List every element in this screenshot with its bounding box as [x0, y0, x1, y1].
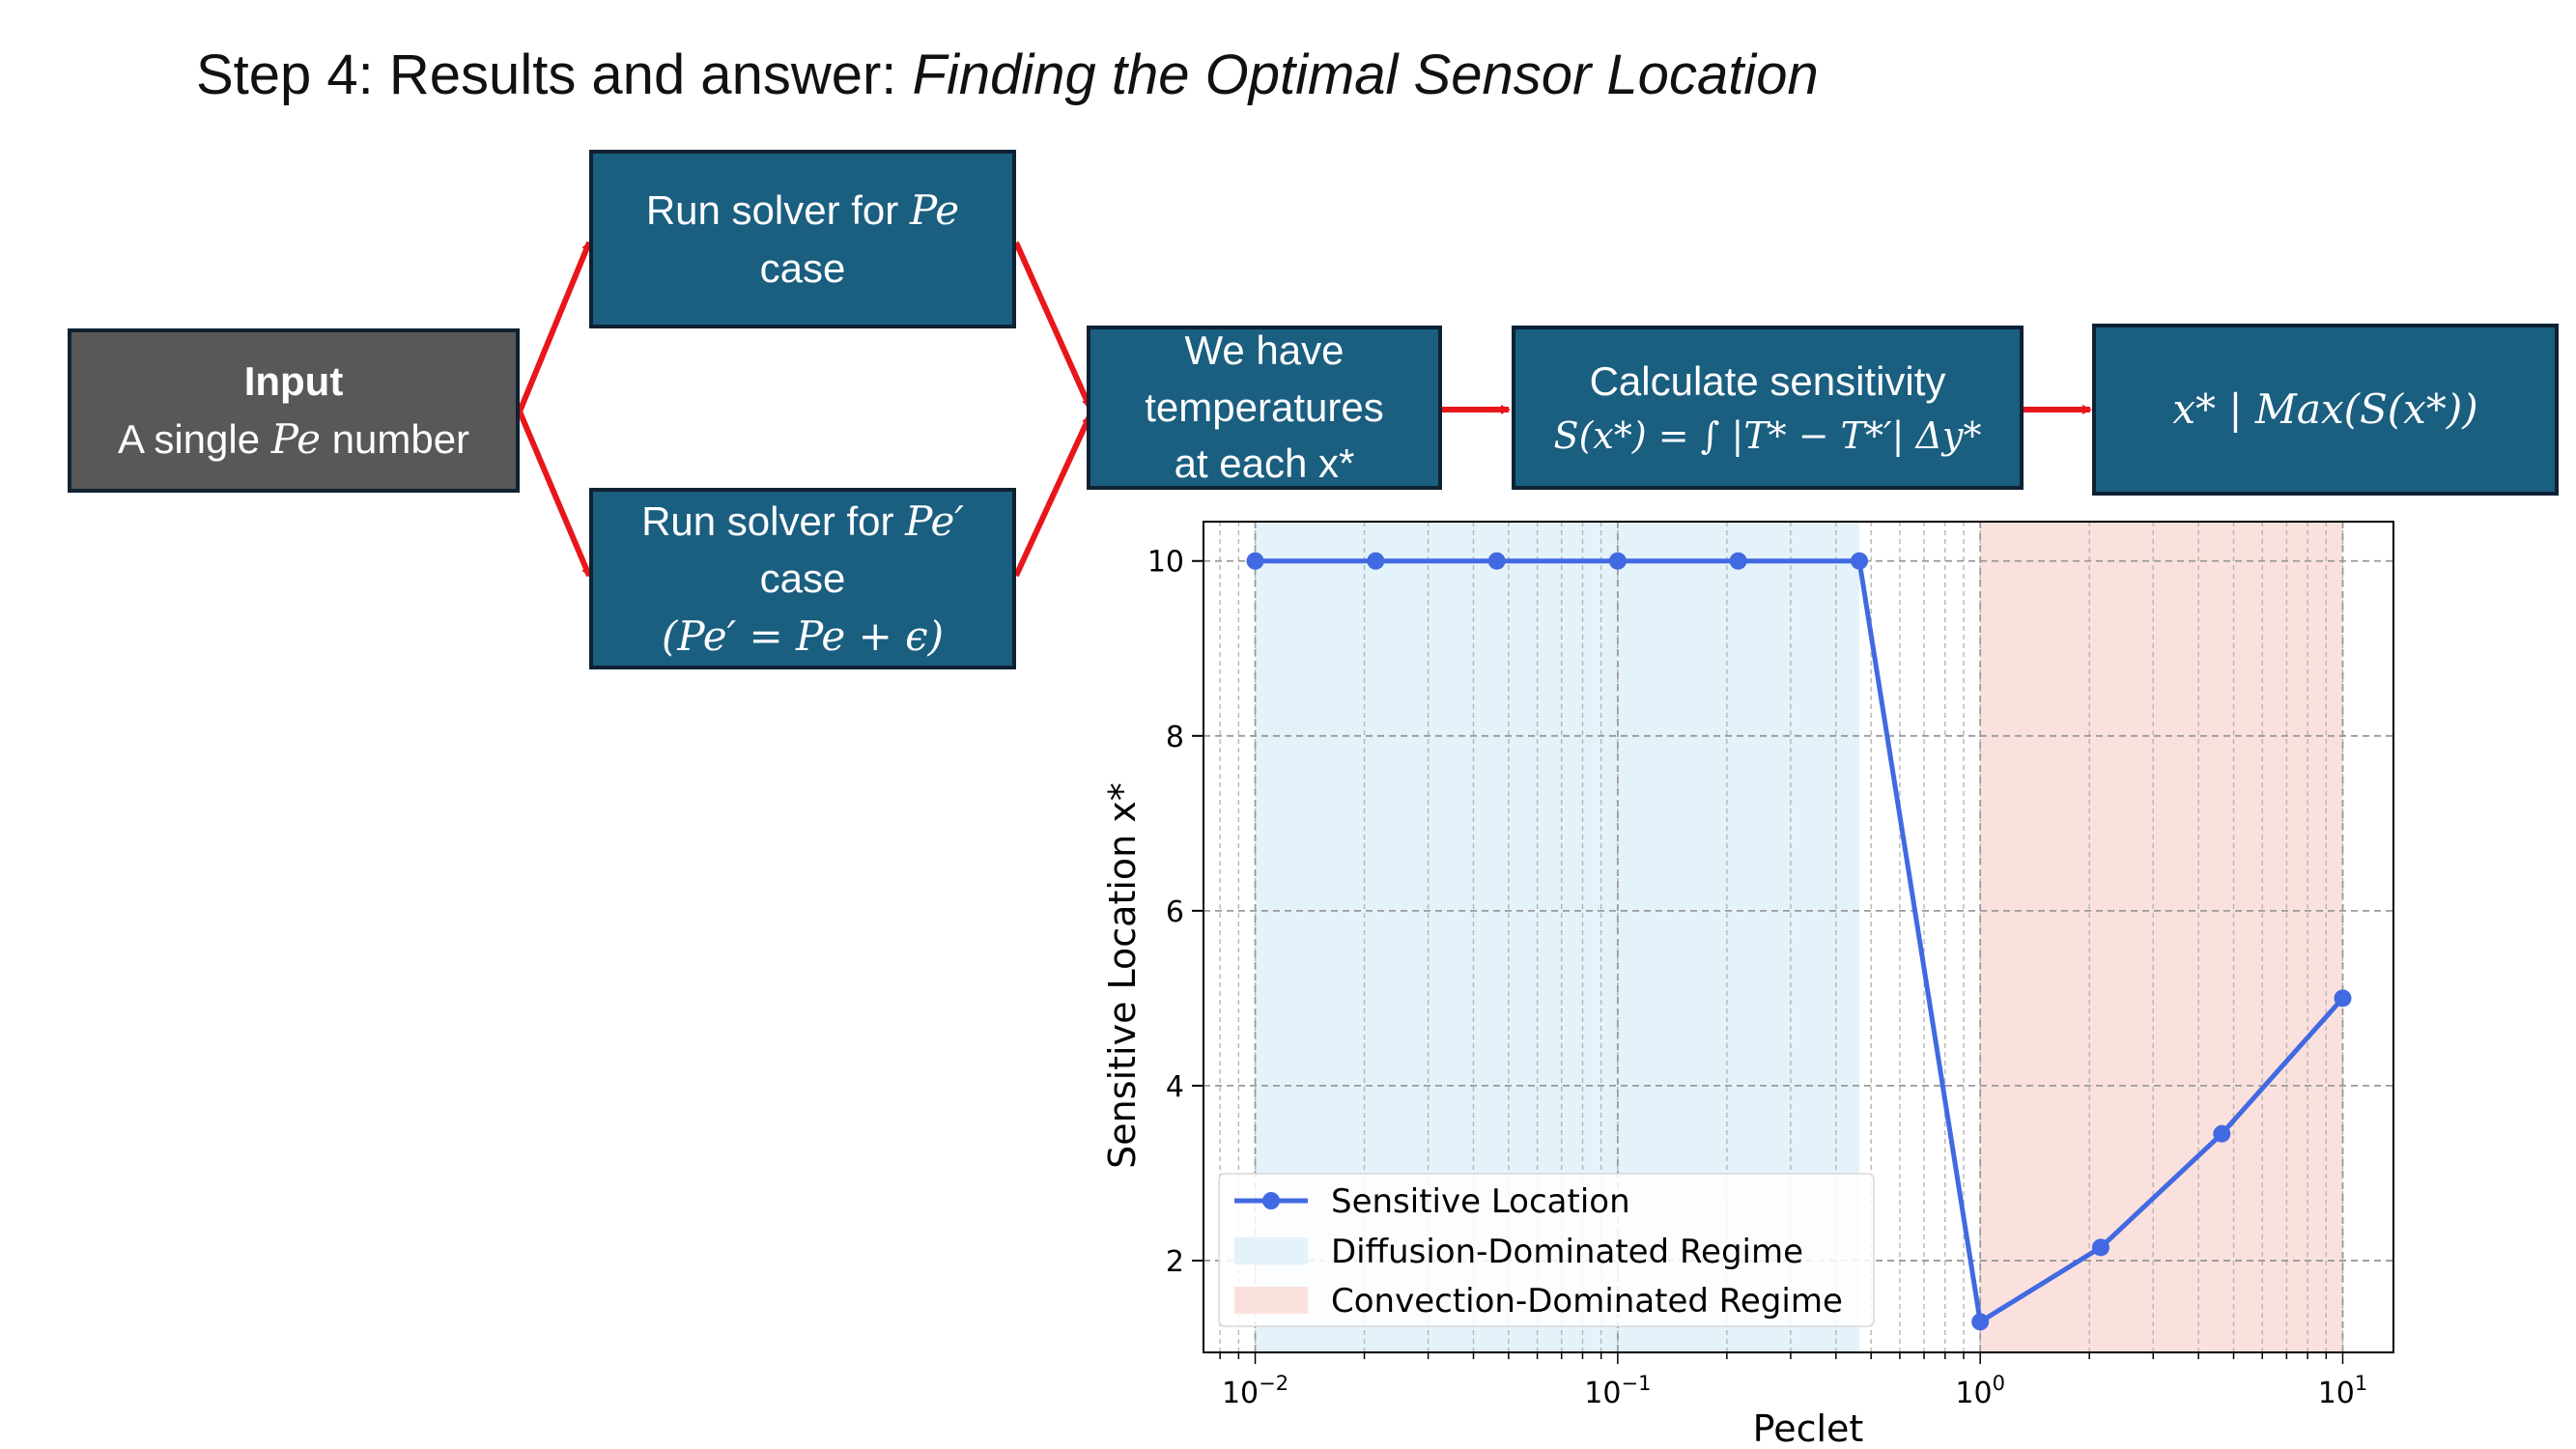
run2-formula: (Pe′ = Pe + ϵ) — [661, 611, 945, 660]
legend-label-diffusion: Diffusion-Dominated Regime — [1331, 1233, 1803, 1271]
y-tick-label: 6 — [1166, 895, 1184, 929]
temperatures-box: We have temperatures at each x* — [1087, 326, 1442, 490]
arrow-run1-to-temps — [1013, 241, 1092, 409]
y-tick-label: 4 — [1166, 1070, 1184, 1104]
title-prefix: Step 4: Results and answer: — [196, 43, 913, 106]
max-formula: x* | Max(S(x*)) — [2172, 385, 2478, 434]
legend-swatch-diffusion — [1234, 1237, 1308, 1264]
run2-math: Pe′ — [905, 497, 964, 545]
run2-case: case — [759, 555, 846, 602]
y-tick-label: 10 — [1147, 546, 1184, 580]
legend-swatch-convection — [1234, 1287, 1308, 1314]
data-point — [2213, 1124, 2231, 1143]
input-text-pre: A single — [117, 416, 271, 462]
arrow-input-to-run2 — [517, 410, 592, 578]
y-tick-label: 8 — [1166, 721, 1184, 754]
temps-line1: We have — [1184, 327, 1345, 373]
data-point — [2334, 989, 2352, 1008]
regime-band-2 — [1980, 522, 2343, 1352]
data-point — [1851, 552, 1869, 570]
run-solver-pe-box: Run solver for Pe case — [589, 150, 1016, 328]
run1-case: case — [759, 244, 846, 291]
plot-frame — [1203, 521, 2394, 1353]
data-point — [1246, 552, 1264, 570]
x-tick-label: 101 — [2318, 1372, 2368, 1410]
title-italic: Finding the Optimal Sensor Location — [912, 43, 1819, 106]
temps-line3: at each x* — [1174, 440, 1355, 487]
x-tick-label: 10−2 — [1222, 1372, 1288, 1410]
legend-label-sensitive-location: Sensitive Location — [1331, 1182, 1630, 1221]
input-box: Input A single Pe number — [68, 328, 520, 493]
data-point — [2091, 1238, 2109, 1257]
input-text-post: number — [320, 416, 470, 462]
data-point — [1367, 552, 1385, 570]
legend-label-convection: Convection-Dominated Regime — [1331, 1282, 1843, 1321]
run-solver-pe-prime-box: Run solver for Pe′ case (Pe′ = Pe + ϵ) — [589, 488, 1016, 669]
data-point — [1971, 1313, 1990, 1331]
sens-formula: S(x*) = ∫ |T* − T*′| Δy* — [1553, 413, 1982, 457]
series-line-sensitive-location — [1255, 558, 2345, 1324]
y-axis-label: Sensitive Location x* — [1101, 782, 1144, 1169]
y-tick-label: 2 — [1166, 1245, 1184, 1279]
input-math: Pe — [270, 415, 321, 463]
input-heading: Input — [243, 358, 344, 405]
arrow-run2-to-temps — [1013, 414, 1092, 578]
data-point — [1729, 552, 1747, 570]
legend-box — [1218, 1173, 1875, 1327]
data-point — [1608, 552, 1627, 570]
run1-label: Run solver for — [645, 186, 910, 233]
x-axis-label: Peclet — [1753, 1407, 1864, 1449]
sensitivity-box: Calculate sensitivity S(x*) = ∫ |T* − T*… — [1512, 326, 2024, 490]
sens-line1: Calculate sensitivity — [1589, 358, 1946, 405]
x-tick-label: 100 — [1955, 1372, 2005, 1410]
run1-math: Pe — [909, 185, 960, 234]
legend-swatch-marker — [1262, 1192, 1280, 1209]
arrow-input-to-run1 — [517, 241, 592, 413]
run2-label: Run solver for — [641, 497, 906, 544]
max-sensitivity-box: x* | Max(S(x*)) — [2092, 324, 2559, 496]
x-tick-label: 10−1 — [1584, 1372, 1651, 1410]
slide-title: Step 4: Results and answer: Finding the … — [196, 43, 1819, 107]
data-point — [1487, 552, 1506, 570]
temps-line2: temperatures — [1145, 384, 1384, 430]
